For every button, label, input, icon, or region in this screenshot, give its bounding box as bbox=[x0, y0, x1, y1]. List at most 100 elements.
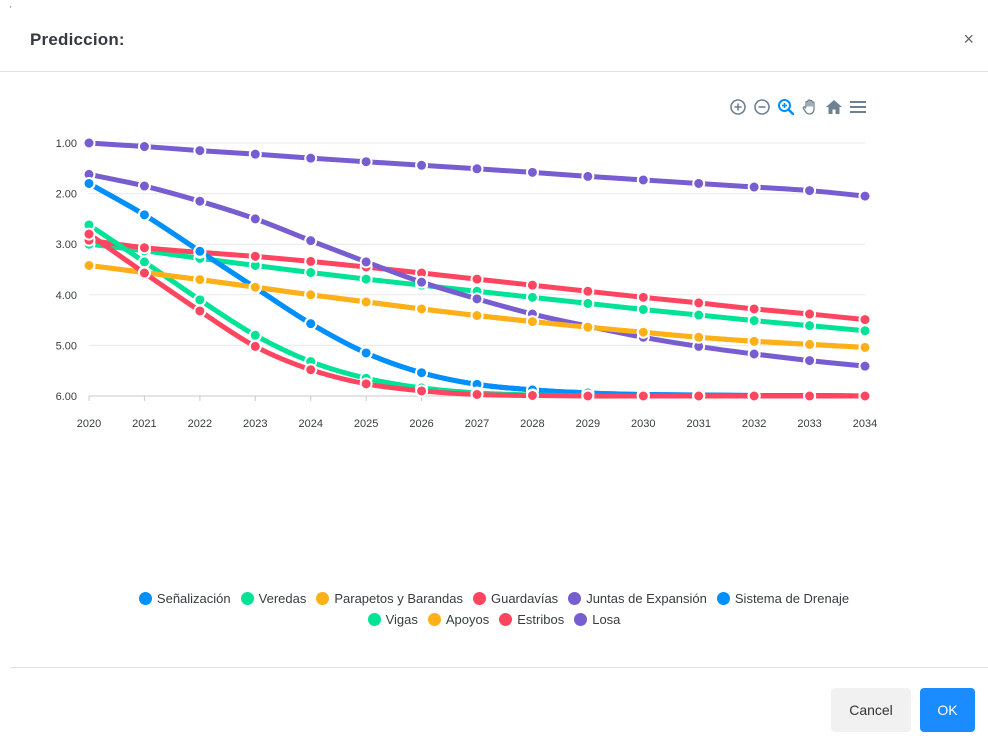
data-point[interactable] bbox=[525, 315, 539, 329]
data-point[interactable] bbox=[359, 255, 373, 269]
data-point[interactable] bbox=[858, 313, 872, 327]
data-point[interactable] bbox=[359, 346, 373, 360]
data-point[interactable] bbox=[359, 272, 373, 286]
data-point[interactable] bbox=[248, 339, 262, 353]
data-point[interactable] bbox=[82, 136, 96, 150]
data-point[interactable] bbox=[803, 319, 817, 333]
data-point[interactable] bbox=[193, 244, 207, 258]
home-reset-icon[interactable] bbox=[824, 97, 844, 117]
ok-button[interactable]: OK bbox=[920, 688, 975, 732]
data-point[interactable] bbox=[470, 292, 484, 306]
data-point[interactable] bbox=[803, 307, 817, 321]
legend-item[interactable]: Guardavías bbox=[472, 588, 558, 609]
data-point[interactable] bbox=[803, 389, 817, 403]
data-point[interactable] bbox=[692, 308, 706, 322]
data-point[interactable] bbox=[636, 302, 650, 316]
data-point[interactable] bbox=[359, 155, 373, 169]
data-point[interactable] bbox=[304, 254, 318, 268]
zoom-out-icon[interactable] bbox=[752, 97, 772, 117]
cancel-button[interactable]: Cancel bbox=[831, 688, 911, 732]
zoom-in-icon[interactable] bbox=[728, 97, 748, 117]
data-point[interactable] bbox=[248, 249, 262, 263]
data-point[interactable] bbox=[137, 179, 151, 193]
data-point[interactable] bbox=[304, 317, 318, 331]
data-point[interactable] bbox=[193, 293, 207, 307]
data-point[interactable] bbox=[470, 272, 484, 286]
legend-item[interactable]: Parapetos y Barandas bbox=[316, 588, 463, 609]
data-point[interactable] bbox=[304, 266, 318, 280]
data-point[interactable] bbox=[137, 140, 151, 154]
data-point[interactable] bbox=[858, 389, 872, 403]
data-point[interactable] bbox=[359, 295, 373, 309]
data-point[interactable] bbox=[248, 328, 262, 342]
close-button[interactable]: × bbox=[963, 29, 974, 49]
data-point[interactable] bbox=[858, 189, 872, 203]
legend-item[interactable]: Estribos bbox=[499, 609, 564, 630]
legend-item[interactable]: Losa bbox=[574, 609, 620, 630]
data-point[interactable] bbox=[415, 158, 429, 172]
data-point[interactable] bbox=[470, 162, 484, 176]
data-point[interactable] bbox=[692, 296, 706, 310]
legend-item[interactable]: Vigas bbox=[367, 609, 418, 630]
data-point[interactable] bbox=[747, 314, 761, 328]
data-point[interactable] bbox=[137, 255, 151, 269]
data-point[interactable] bbox=[525, 388, 539, 402]
data-point[interactable] bbox=[137, 241, 151, 255]
data-point[interactable] bbox=[304, 151, 318, 165]
data-point[interactable] bbox=[137, 266, 151, 280]
legend-item[interactable]: Señalización bbox=[138, 588, 231, 609]
data-point[interactable] bbox=[193, 194, 207, 208]
data-point[interactable] bbox=[636, 290, 650, 304]
data-point[interactable] bbox=[470, 387, 484, 401]
data-point[interactable] bbox=[82, 176, 96, 190]
data-point[interactable] bbox=[692, 176, 706, 190]
data-point[interactable] bbox=[747, 302, 761, 316]
data-point[interactable] bbox=[581, 169, 595, 183]
data-point[interactable] bbox=[470, 309, 484, 323]
zoom-selection-icon[interactable] bbox=[776, 97, 796, 117]
data-point[interactable] bbox=[304, 363, 318, 377]
data-point[interactable] bbox=[525, 165, 539, 179]
legend-item[interactable]: Veredas bbox=[240, 588, 306, 609]
data-point[interactable] bbox=[193, 273, 207, 287]
data-point[interactable] bbox=[525, 290, 539, 304]
data-point[interactable] bbox=[747, 334, 761, 348]
data-point[interactable] bbox=[636, 325, 650, 339]
data-point[interactable] bbox=[525, 278, 539, 292]
data-point[interactable] bbox=[248, 212, 262, 226]
legend-item[interactable]: Sistema de Drenaje bbox=[716, 588, 849, 609]
data-point[interactable] bbox=[803, 354, 817, 368]
data-point[interactable] bbox=[359, 377, 373, 391]
data-point[interactable] bbox=[747, 347, 761, 361]
data-point[interactable] bbox=[692, 330, 706, 344]
data-point[interactable] bbox=[858, 324, 872, 338]
data-point[interactable] bbox=[304, 234, 318, 248]
data-point[interactable] bbox=[636, 173, 650, 187]
data-point[interactable] bbox=[581, 296, 595, 310]
data-point[interactable] bbox=[82, 227, 96, 241]
data-point[interactable] bbox=[137, 208, 151, 222]
data-point[interactable] bbox=[581, 320, 595, 334]
data-point[interactable] bbox=[193, 304, 207, 318]
legend-item[interactable]: Juntas de Expansión bbox=[568, 588, 707, 609]
data-point[interactable] bbox=[415, 384, 429, 398]
data-point[interactable] bbox=[415, 302, 429, 316]
data-point[interactable] bbox=[82, 258, 96, 272]
menu-icon[interactable] bbox=[848, 97, 868, 117]
data-point[interactable] bbox=[248, 280, 262, 294]
data-point[interactable] bbox=[581, 389, 595, 403]
data-point[interactable] bbox=[692, 389, 706, 403]
data-point[interactable] bbox=[193, 144, 207, 158]
data-point[interactable] bbox=[304, 288, 318, 302]
data-point[interactable] bbox=[581, 284, 595, 298]
data-point[interactable] bbox=[415, 275, 429, 289]
data-point[interactable] bbox=[858, 340, 872, 354]
pan-hand-icon[interactable] bbox=[800, 97, 820, 117]
data-point[interactable] bbox=[858, 359, 872, 373]
data-point[interactable] bbox=[747, 389, 761, 403]
data-point[interactable] bbox=[248, 147, 262, 161]
legend-item[interactable]: Apoyos bbox=[427, 609, 489, 630]
data-point[interactable] bbox=[636, 389, 650, 403]
data-point[interactable] bbox=[803, 337, 817, 351]
data-point[interactable] bbox=[415, 366, 429, 380]
